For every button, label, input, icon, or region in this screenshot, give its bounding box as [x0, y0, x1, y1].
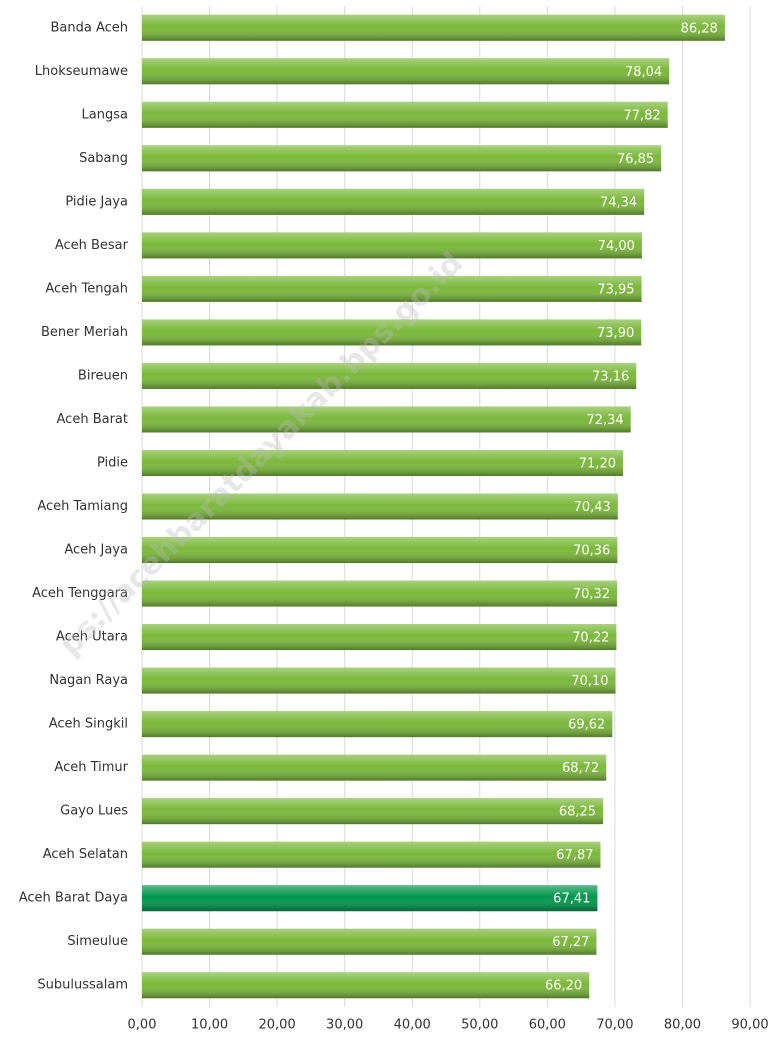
x-tick-label: 30,00 [326, 1018, 363, 1033]
y-tick-label: Aceh Timur [54, 760, 128, 775]
value-label: 76,85 [617, 152, 654, 167]
value-label: 72,34 [586, 413, 623, 428]
value-label: 68,72 [562, 761, 599, 776]
y-tick-label: Aceh Tengah [45, 281, 128, 296]
x-tick-label: 20,00 [259, 1018, 296, 1033]
bar-shade [142, 101, 668, 128]
bar-shade [142, 362, 637, 389]
y-tick-label: Pidie Jaya [65, 194, 128, 209]
value-label: 78,04 [625, 65, 662, 80]
bar-shade [142, 319, 642, 346]
bar-shade [142, 188, 645, 215]
x-tick-label: 40,00 [394, 1018, 431, 1033]
bar-shade [142, 972, 590, 999]
y-tick-label: Aceh Tenggara [32, 586, 128, 601]
y-tick-label: Aceh Selatan [43, 847, 128, 862]
bar-shade [142, 928, 597, 955]
value-label: 67,87 [556, 848, 593, 863]
y-tick-label: Banda Aceh [50, 20, 128, 35]
y-tick-label: Simeulue [67, 934, 128, 949]
y-tick-label: Aceh Barat [57, 412, 128, 427]
y-tick-label: Aceh Jaya [64, 543, 128, 558]
value-label: 67,41 [553, 892, 590, 907]
bar-shade [142, 406, 631, 433]
value-label: 70,36 [573, 544, 610, 559]
x-tick-label: 90,00 [731, 1018, 768, 1033]
x-tick-label: 50,00 [461, 1018, 498, 1033]
bar-shade [142, 580, 618, 607]
value-label: 73,90 [597, 326, 634, 341]
value-label: 67,27 [552, 935, 589, 950]
y-tick-label: Sabang [79, 151, 128, 166]
y-tick-label: Nagan Raya [49, 673, 128, 688]
bar-shade [142, 798, 604, 825]
value-label: 70,32 [573, 587, 610, 602]
y-tick-label: Aceh Singkil [49, 717, 128, 732]
value-label: 74,00 [598, 239, 635, 254]
y-tick-label: Aceh Utara [56, 630, 128, 645]
bar-shade [142, 449, 623, 476]
value-label: 70,22 [572, 631, 609, 646]
value-label: 68,25 [559, 805, 596, 820]
bar-shade [142, 14, 725, 41]
value-label: 71,20 [579, 456, 616, 471]
value-label: 70,43 [574, 500, 611, 515]
x-tick-label: 10,00 [191, 1018, 228, 1033]
bar-shade [142, 711, 613, 738]
value-label: 70,10 [571, 674, 608, 689]
bar-shade [142, 232, 642, 259]
y-tick-label: Bireuen [78, 368, 128, 383]
value-label: 77,82 [623, 108, 660, 123]
y-tick-label: Aceh Tamiang [37, 499, 128, 514]
x-tick-label: 60,00 [529, 1018, 566, 1033]
y-tick-label: Langsa [82, 107, 128, 122]
bar-shade [142, 493, 618, 520]
y-tick-label: Gayo Lues [60, 804, 128, 819]
value-label: 86,28 [681, 21, 718, 36]
bar-shade [142, 145, 662, 172]
value-label: 73,95 [597, 282, 634, 297]
bar-shade [142, 537, 618, 564]
value-label: 69,62 [568, 718, 605, 733]
bar-shade [142, 885, 598, 912]
bar-shade [142, 754, 607, 781]
bar-shade [142, 58, 670, 85]
value-label: 66,20 [545, 979, 582, 994]
x-tick-label: 70,00 [596, 1018, 633, 1033]
x-tick-label: 80,00 [664, 1018, 701, 1033]
bar-shade [142, 275, 642, 302]
y-tick-label: Pidie [97, 455, 128, 470]
bar-shade [142, 841, 601, 868]
value-label: 74,34 [600, 195, 637, 210]
bar-shade [142, 667, 616, 694]
y-tick-label: Bener Meriah [41, 325, 128, 340]
y-tick-label: Lhokseumawe [35, 64, 128, 79]
y-tick-label: Aceh Besar [55, 238, 129, 253]
x-tick-label: 0,00 [128, 1018, 157, 1033]
bar-shade [142, 624, 617, 651]
value-label: 73,16 [592, 369, 629, 384]
y-tick-label: Aceh Barat Daya [19, 891, 128, 906]
y-tick-label: Subulussalam [37, 978, 128, 993]
